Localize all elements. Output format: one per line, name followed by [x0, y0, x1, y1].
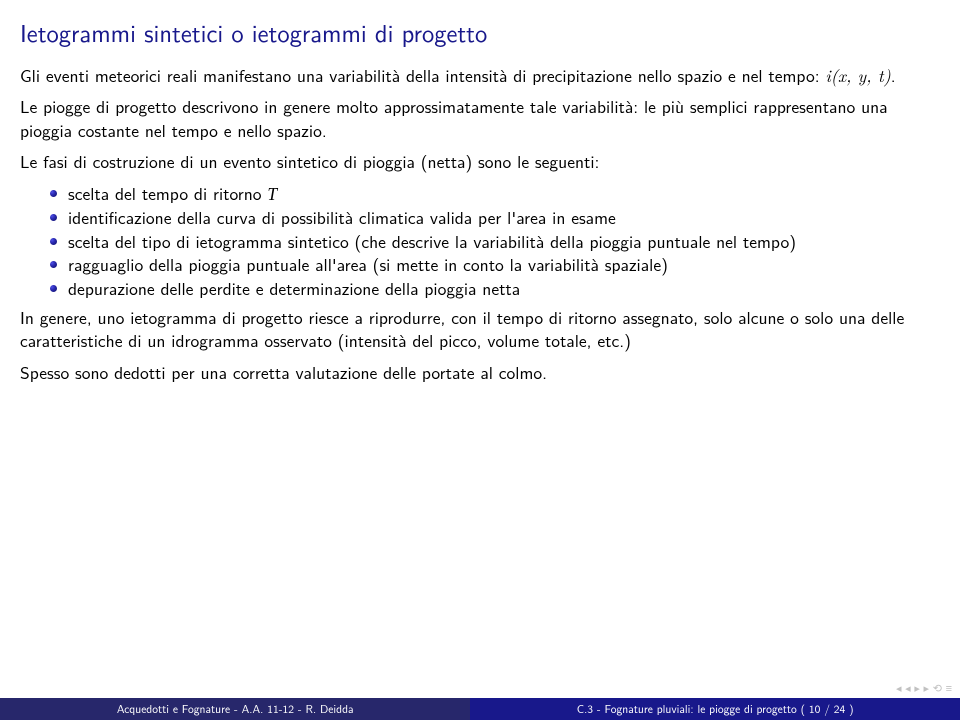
list-item: identificazione della curva di possibili… [50, 206, 940, 229]
footer-author: Acquedotti e Fognature - A.A. 11-12 - R.… [0, 698, 470, 720]
nav-controls[interactable]: ◂ ◂ ▸ ▸ ⟲ ≡ [896, 680, 952, 696]
math-var: T [267, 184, 277, 204]
text-span: ragguaglio della pioggia puntuale all'ar… [68, 252, 668, 277]
list-item: scelta del tempo di ritorno T [50, 182, 940, 206]
paragraph-phases-intro: Le fasi di costruzione di un evento sint… [20, 150, 940, 173]
text-span: depurazione delle perdite e determinazio… [68, 276, 520, 301]
text-span: identificazione della curva di possibili… [68, 205, 616, 230]
title-bar: Ietogrammi sintetici o ietogrammi di pro… [0, 0, 960, 60]
paragraph-approx: Le piogge di progetto descrivono in gene… [20, 95, 940, 142]
slide-content: Gli eventi meteorici reali manifestano u… [0, 60, 960, 698]
paragraph-general: In genere, uno ietogramma di progetto ri… [20, 306, 940, 353]
list-item: depurazione delle perdite e determinazio… [50, 277, 940, 300]
nav-glyphs[interactable]: ◂ ◂ ▸ ▸ ⟲ ≡ [896, 680, 952, 696]
text-span: scelta del tempo di ritorno [68, 181, 267, 206]
phase-list: scelta del tempo di ritorno T identifica… [20, 182, 940, 300]
slide: Ietogrammi sintetici o ietogrammi di pro… [0, 0, 960, 720]
math-expr: i(x, y, t) [825, 63, 890, 88]
slide-title: Ietogrammi sintetici o ietogrammi di pro… [20, 14, 940, 50]
footer: Acquedotti e Fognature - A.A. 11-12 - R.… [0, 698, 960, 720]
footer-section-page: C.3 - Fognature pluviali: le piogge di p… [470, 698, 960, 720]
list-item: ragguaglio della pioggia puntuale all'ar… [50, 253, 940, 276]
paragraph-conclusion: Spesso sono dedotti per una corretta val… [20, 361, 940, 384]
paragraph-intro: Gli eventi meteorici reali manifestano u… [20, 64, 940, 87]
text-span: scelta del tipo di ietogramma sintetico … [68, 229, 796, 254]
list-item: scelta del tipo di ietogramma sintetico … [50, 230, 940, 253]
text-span: . [891, 63, 896, 88]
text-span: Gli eventi meteorici reali manifestano u… [20, 63, 825, 88]
